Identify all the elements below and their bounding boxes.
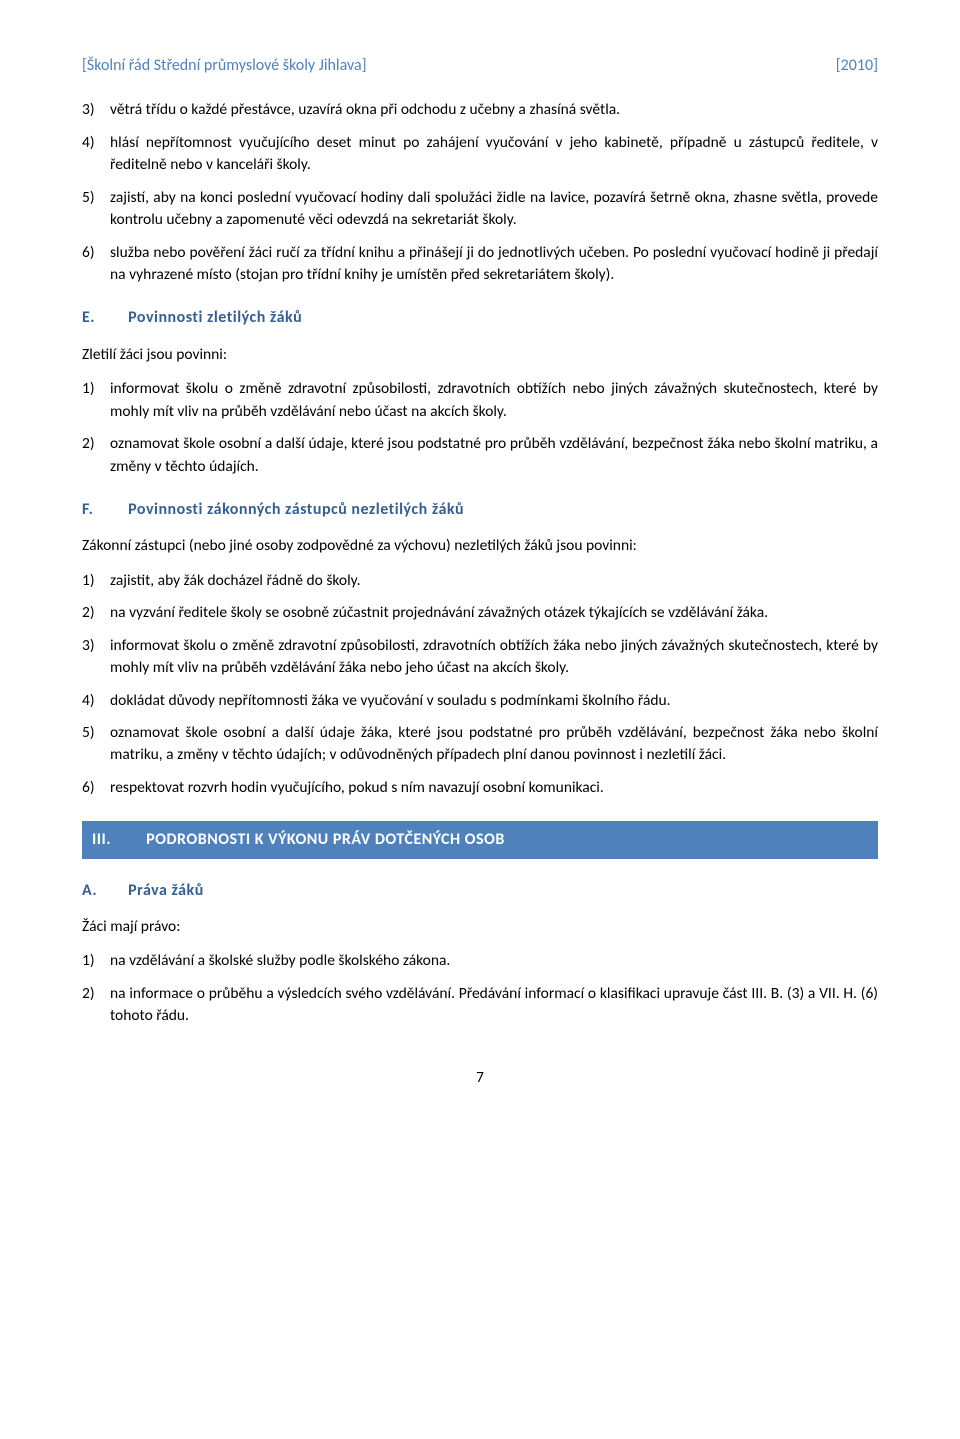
section-a-lead: Žáci mají právo:: [82, 916, 878, 938]
section-roman: III.: [92, 828, 142, 851]
section-title: Práva žáků: [128, 881, 204, 900]
section-heading-f: F. Povinnosti zákonných zástupců nezleti…: [82, 498, 878, 521]
section-title: Povinnosti zletilých žáků: [128, 308, 302, 327]
section-heading-e: E. Povinnosti zletilých žáků: [82, 306, 878, 329]
list-number: 5): [82, 722, 110, 767]
list-item: 1) zajistit, aby žák docházel řádně do š…: [82, 570, 878, 592]
list-text: dokládat důvody nepřítomnosti žáka ve vy…: [110, 690, 878, 712]
section-e-lead: Zletilí žáci jsou povinni:: [82, 344, 878, 366]
section-title: Povinnosti zákonných zástupců nezletilýc…: [128, 500, 464, 519]
list-block-f: 1) zajistit, aby žák docházel řádně do š…: [82, 570, 878, 800]
list-text: zajistí, aby na konci poslední vyučovací…: [110, 187, 878, 232]
list-number: 5): [82, 187, 110, 232]
list-text: informovat školu o změně zdravotní způso…: [110, 635, 878, 680]
list-number: 2): [82, 602, 110, 624]
list-number: 6): [82, 242, 110, 287]
list-text: služba nebo pověření žáci ručí za třídní…: [110, 242, 878, 287]
list-item: 4) dokládat důvody nepřítomnosti žáka ve…: [82, 690, 878, 712]
section-heading-a: A. Práva žáků: [82, 879, 878, 902]
section-bar-title: PODROBNOSTI K VÝKONU PRÁV DOTČENÝCH OSOB: [146, 830, 505, 849]
list-item: 1) na vzdělávání a školské služby podle …: [82, 950, 878, 972]
list-number: 3): [82, 635, 110, 680]
list-number: 6): [82, 777, 110, 799]
section-f-lead: Zákonní zástupci (nebo jiné osoby zodpov…: [82, 535, 878, 557]
list-item: 5) zajistí, aby na konci poslední vyučov…: [82, 187, 878, 232]
list-item: 4) hlásí nepřítomnost vyučujícího deset …: [82, 132, 878, 177]
page-header: [Školní řád Střední průmyslové školy Jih…: [82, 54, 878, 77]
page-number: 7: [82, 1068, 878, 1090]
list-text: na vzdělávání a školské služby podle ško…: [110, 950, 878, 972]
list-item: 2) oznamovat škole osobní a další údaje,…: [82, 433, 878, 478]
header-right-year: [2010]: [836, 54, 878, 77]
section-letter: F.: [82, 498, 124, 521]
list-text: oznamovat škole osobní a další údaje, kt…: [110, 433, 878, 478]
list-text: hlásí nepřítomnost vyučujícího deset min…: [110, 132, 878, 177]
header-left-title: [Školní řád Střední průmyslové školy Jih…: [82, 54, 367, 77]
list-text: informovat školu o změně zdravotní způso…: [110, 378, 878, 423]
list-number: 3): [82, 99, 110, 121]
list-number: 4): [82, 690, 110, 712]
list-number: 2): [82, 433, 110, 478]
list-number: 1): [82, 950, 110, 972]
list-text: oznamovat škole osobní a další údaje žák…: [110, 722, 878, 767]
list-text: zajistit, aby žák docházel řádně do škol…: [110, 570, 878, 592]
list-item: 3) větrá třídu o každé přestávce, uzavír…: [82, 99, 878, 121]
section-letter: A.: [82, 879, 124, 902]
list-number: 1): [82, 570, 110, 592]
list-block-a: 1) na vzdělávání a školské služby podle …: [82, 950, 878, 1027]
list-item: 2) na informace o průběhu a výsledcích s…: [82, 983, 878, 1028]
section-letter: E.: [82, 306, 124, 329]
list-item: 2) na vyzvání ředitele školy se osobně z…: [82, 602, 878, 624]
section-bar-iii: III. PODROBNOSTI K VÝKONU PRÁV DOTČENÝCH…: [82, 821, 878, 858]
list-block-e: 1) informovat školu o změně zdravotní zp…: [82, 378, 878, 478]
list-number: 1): [82, 378, 110, 423]
list-text: na vyzvání ředitele školy se osobně zúča…: [110, 602, 878, 624]
list-block-1: 3) větrá třídu o každé přestávce, uzavír…: [82, 99, 878, 286]
list-item: 5) oznamovat škole osobní a další údaje …: [82, 722, 878, 767]
list-text: větrá třídu o každé přestávce, uzavírá o…: [110, 99, 878, 121]
list-item: 6) respektovat rozvrh hodin vyučujícího,…: [82, 777, 878, 799]
list-item: 1) informovat školu o změně zdravotní zp…: [82, 378, 878, 423]
list-number: 2): [82, 983, 110, 1028]
list-text: na informace o průběhu a výsledcích svéh…: [110, 983, 878, 1028]
list-item: 6) služba nebo pověření žáci ručí za tří…: [82, 242, 878, 287]
list-item: 3) informovat školu o změně zdravotní zp…: [82, 635, 878, 680]
list-number: 4): [82, 132, 110, 177]
list-text: respektovat rozvrh hodin vyučujícího, po…: [110, 777, 878, 799]
